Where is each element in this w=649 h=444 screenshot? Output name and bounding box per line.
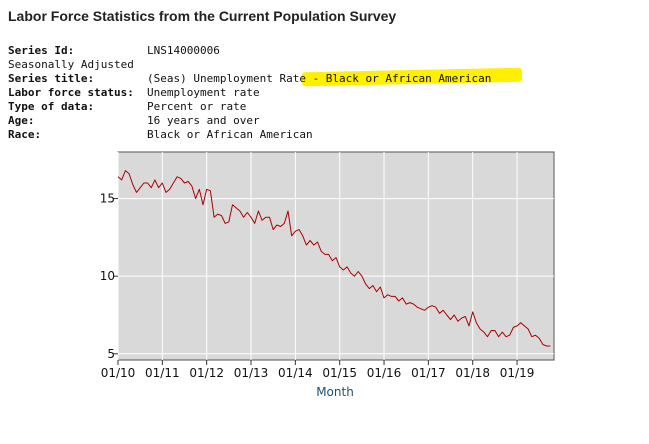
age-label: Age: (8, 114, 35, 127)
series-title-value: (Seas) Unemployment Rate - Black or Afri… (147, 72, 492, 85)
series-title-label: Series title: (8, 72, 95, 85)
race-row: Race: Black or African American (8, 128, 491, 142)
series-id-row: Series Id: LNS14000006 (8, 44, 491, 58)
x-tick-label: 01/18 (455, 366, 490, 380)
race-label: Race: (8, 128, 42, 141)
x-tick-label: 01/13 (234, 366, 269, 380)
race-value: Black or African American (147, 128, 313, 141)
y-tick-label: 5 (107, 347, 115, 361)
age-row: Age: 16 years and over (8, 114, 491, 128)
y-tick-label: 15 (100, 192, 115, 206)
series-id-label: Series Id: (8, 44, 75, 57)
data-type-value: Percent or rate (147, 100, 247, 113)
series-line (117, 170, 551, 347)
labor-force-status-label: Labor force status: (8, 86, 134, 99)
labor-force-status-value: Unemployment rate (147, 86, 260, 99)
age-value: 16 years and over (147, 114, 260, 127)
y-tick-label: 10 (100, 269, 115, 283)
x-tick-label: 01/17 (411, 366, 446, 380)
series-title-row: Series title: (Seas) Unemployment Rate - … (8, 72, 491, 86)
x-tick-label: 01/16 (367, 366, 402, 380)
data-type-label: Type of data: (8, 100, 95, 113)
series-id-value: LNS14000006 (147, 44, 220, 57)
series-info: Series Id: LNS14000006 Seasonally Adjuste… (8, 44, 491, 142)
x-tick-label: 01/19 (500, 366, 535, 380)
data-type-row: Type of data: Percent or rate (8, 100, 491, 114)
labor-force-status-row: Labor force status: Unemployment rate (8, 86, 491, 100)
x-tick-label: 01/11 (145, 366, 180, 380)
grid-lines (117, 152, 554, 360)
seasonal-row: Seasonally Adjusted (8, 58, 491, 72)
x-tick-label: 01/12 (189, 366, 224, 380)
seasonal-adjustment: Seasonally Adjusted (8, 58, 134, 71)
page-title: Labor Force Statistics from the Current … (8, 8, 397, 24)
x-axis-label: Month (316, 385, 354, 399)
x-tick-label: 01/10 (101, 366, 136, 380)
plot-area (117, 151, 555, 361)
x-axis-ticks: 01/10 01/11 01/12 01/13 01/14 01/15 01/16 01/17… (101, 360, 535, 380)
series-group (117, 170, 551, 347)
x-tick-label: 01/15 (322, 366, 357, 380)
y-axis-ticks: 5 10 15 (100, 192, 118, 361)
x-tick-label: 01/14 (278, 366, 313, 380)
